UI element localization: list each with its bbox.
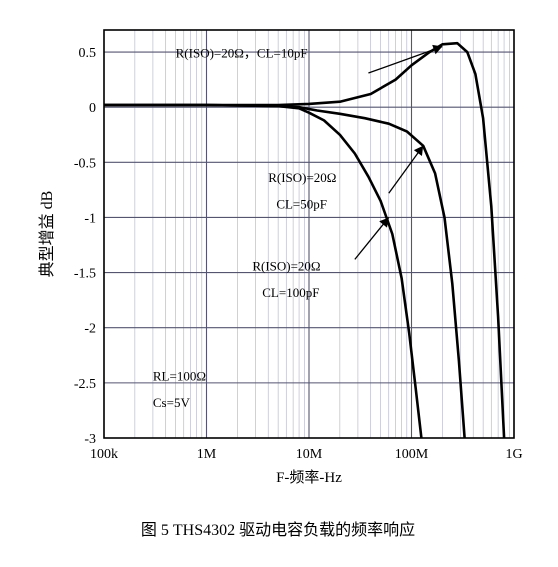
svg-text:F-频率-Hz: F-频率-Hz <box>276 469 342 486</box>
svg-text:-3: -3 <box>84 432 96 447</box>
annotation-ann50b: CL=50pF <box>276 197 327 212</box>
svg-text:100k: 100k <box>90 447 118 462</box>
svg-text:1M: 1M <box>197 447 217 462</box>
svg-text:0.5: 0.5 <box>79 46 97 61</box>
svg-text:100M: 100M <box>395 447 429 462</box>
annotation-condA: RL=100Ω <box>153 369 206 384</box>
chart-container: R(ISO)=20Ω，CL=10pF R(ISO)=20Ω CL=50pF R(ISO… <box>18 18 538 548</box>
svg-text:-1: -1 <box>84 211 96 226</box>
svg-text:10M: 10M <box>296 447 323 462</box>
svg-text:-2.5: -2.5 <box>74 377 96 392</box>
svg-text:0: 0 <box>89 101 96 116</box>
annotation-ann100a: R(ISO)=20Ω <box>252 258 320 273</box>
annotation-ann10: R(ISO)=20Ω，CL=10pF <box>176 46 308 61</box>
frequency-response-chart: R(ISO)=20Ω，CL=10pF R(ISO)=20Ω CL=50pF R(ISO… <box>18 18 538 498</box>
annotation-condB: Cs=5V <box>153 395 191 410</box>
figure-caption: 图 5 THS4302 驱动电容负载的频率响应 <box>18 516 538 540</box>
annotation-ann100b: CL=100pF <box>262 285 319 300</box>
svg-text:1G: 1G <box>505 447 522 462</box>
annotation-ann50a: R(ISO)=20Ω <box>268 170 336 185</box>
svg-text:-0.5: -0.5 <box>74 156 96 171</box>
svg-text:-2: -2 <box>84 322 96 337</box>
y-axis-label: 典型增益 dB <box>38 191 56 278</box>
svg-text:-1.5: -1.5 <box>74 267 96 282</box>
